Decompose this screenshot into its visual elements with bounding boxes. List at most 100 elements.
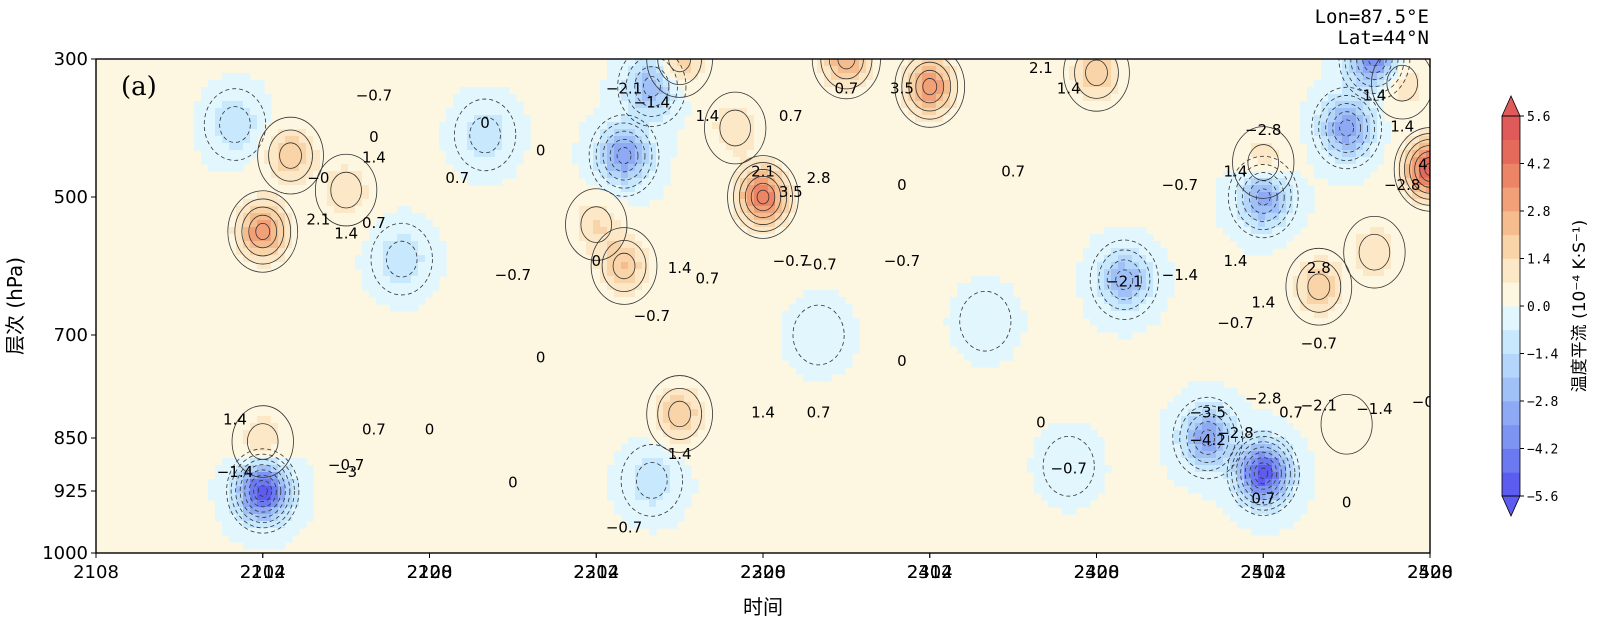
field-cell <box>586 115 594 123</box>
field-cell <box>397 283 405 291</box>
field-cell <box>278 136 286 144</box>
field-cell <box>1391 185 1399 193</box>
field-cell <box>1251 521 1259 529</box>
field-cell <box>1055 486 1063 494</box>
field-cell <box>656 94 664 102</box>
field-cell <box>1377 115 1385 123</box>
field-cell <box>1314 164 1322 172</box>
field-cell <box>663 255 671 263</box>
field-cell <box>635 507 643 515</box>
contour-line <box>894 59 966 128</box>
field-cell <box>908 129 916 137</box>
field-cell <box>1230 129 1238 137</box>
field-cell <box>383 178 391 186</box>
field-cell <box>292 507 300 515</box>
panel-label: (a) <box>121 72 157 102</box>
field-cell <box>243 486 251 494</box>
field-cell <box>1153 276 1161 284</box>
field-cell <box>1097 444 1105 452</box>
field-cell <box>1370 199 1378 207</box>
field-cell <box>1223 479 1231 487</box>
field-cell <box>628 311 636 319</box>
field-cell <box>1223 437 1231 445</box>
field-cell <box>964 346 972 354</box>
field-cell <box>1244 164 1252 172</box>
field-cell <box>922 101 930 109</box>
field-cell <box>817 318 825 326</box>
field-cell <box>1167 437 1175 445</box>
field-cell <box>782 213 790 221</box>
field-cell <box>271 171 279 179</box>
field-cell <box>271 458 279 466</box>
contour-line <box>595 122 653 189</box>
field-cell <box>803 206 811 214</box>
field-cell <box>600 178 608 186</box>
contour-line <box>733 162 793 232</box>
field-cell <box>1272 283 1280 291</box>
field-cell <box>285 465 293 473</box>
field-cell <box>222 430 230 438</box>
field-cell <box>1048 479 1056 487</box>
field-cell <box>621 248 629 256</box>
field-cell <box>607 493 615 501</box>
field-cell <box>243 493 251 501</box>
field-cell <box>334 178 342 186</box>
field-cell <box>586 241 594 249</box>
field-cell <box>1391 178 1399 186</box>
field-cell <box>1356 402 1364 410</box>
field-cell <box>824 304 832 312</box>
field-cell <box>1314 108 1322 116</box>
field-cell <box>1258 486 1266 494</box>
field-cell <box>1048 423 1056 431</box>
field-cell <box>313 164 321 172</box>
field-cell <box>1202 409 1210 417</box>
field-cell <box>607 213 615 221</box>
field-cell <box>656 276 664 284</box>
field-cell <box>271 206 279 214</box>
field-cell <box>593 283 601 291</box>
field-cell <box>698 157 706 165</box>
field-cell <box>1307 129 1315 137</box>
field-cell <box>1279 507 1287 515</box>
field-cell <box>635 290 643 298</box>
field-cell <box>257 451 265 459</box>
field-cell <box>1356 108 1364 116</box>
field-cell <box>649 458 657 466</box>
field-cell <box>1377 136 1385 144</box>
field-cell <box>1132 276 1140 284</box>
field-cell <box>362 269 370 277</box>
field-cell <box>782 339 790 347</box>
field-cell <box>1405 129 1413 137</box>
field-cell <box>1412 220 1420 228</box>
field-cell <box>285 248 293 256</box>
field-cell <box>278 227 286 235</box>
field-cell <box>1356 234 1364 242</box>
field-cell <box>586 122 594 130</box>
field-cell <box>278 500 286 508</box>
field-cell <box>775 206 783 214</box>
field-cell <box>614 493 622 501</box>
field-cell <box>383 192 391 200</box>
field-cell <box>1377 94 1385 102</box>
field-cell <box>621 157 629 165</box>
field-cell <box>1118 311 1126 319</box>
field-cell <box>649 136 657 144</box>
field-cell <box>1377 80 1385 88</box>
field-cell <box>649 157 657 165</box>
field-cell <box>264 262 272 270</box>
field-cell <box>1314 157 1322 165</box>
field-cell <box>1125 234 1133 242</box>
field-cell <box>1286 171 1294 179</box>
field-cell <box>719 129 727 137</box>
field-cell <box>362 150 370 158</box>
field-cell <box>621 304 629 312</box>
field-cell <box>432 276 440 284</box>
field-cell <box>1132 234 1140 242</box>
field-cell <box>1342 241 1350 249</box>
field-cell <box>1307 472 1315 480</box>
field-cell <box>1363 423 1371 431</box>
field-cell <box>1237 150 1245 158</box>
field-cell <box>1132 66 1140 74</box>
field-cell <box>1104 87 1112 95</box>
field-cell <box>474 108 482 116</box>
